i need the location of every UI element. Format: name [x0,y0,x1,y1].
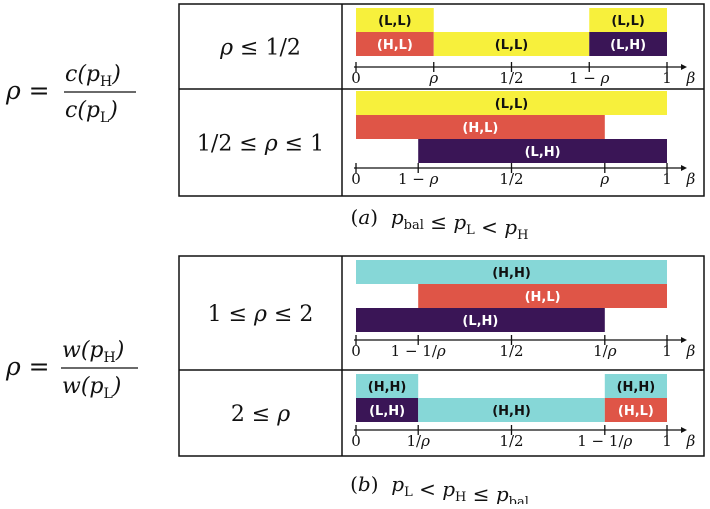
strategy-bar-label: (L,H) [525,145,561,160]
region-row: ρ ≤ 1/2 (L,L) (L,L) (H,L) (L,L) (L,H) 0 ρ 1/2 1 −… [219,8,696,87]
strategy-bar-label: (L,L) [611,14,644,29]
formula-b: ρ = w(pH) w(pL) [5,338,138,402]
tick-label: 1/2 [499,69,523,87]
strategy-bar-label: (H,H) [492,266,531,281]
strategy-bar-label: (H,L) [525,290,561,305]
strategy-bar [356,115,605,139]
strategy-bar [356,8,434,32]
strategy-bar-label: (L,L) [495,38,528,53]
strategy-bar [604,374,667,398]
condition-label: 2 ≤ ρ [231,402,290,427]
formula-a-num-sub: H [100,74,112,90]
axis-arrow-icon [681,64,687,70]
tick-label: 1 − 1/ρ [391,342,446,360]
strategy-bar [604,398,667,422]
strategy-bar [356,260,667,284]
formula-a-den-text: c(p [65,98,100,123]
strategy-bar-label: (L,H) [610,38,646,53]
condition-label: ρ ≤ 1/2 [219,36,301,61]
strategy-bar [589,32,667,56]
strategy-bar-label: (H,H) [492,404,531,419]
strategy-bar-label: (L,H) [462,314,498,329]
formula-a-den-close: ) [108,98,118,123]
formula-b-lhs: ρ = [5,352,50,381]
formula-b-numerator: w(pH) [62,338,124,366]
strategy-bar-label: (H,L) [618,404,654,419]
panels-layer: ρ ≤ 1/2 (L,L) (L,L) (H,L) (L,L) (L,H) 0 ρ 1/2 1 −… [178,3,705,509]
axis-arrow-icon [681,427,687,433]
tick-label: 0 [351,342,361,360]
panel-b: 1 ≤ ρ ≤ 2(H,H)(H,L)(L,H)0 1 − 1/ρ 1/2 1/ρ 1 β… [178,255,705,509]
formula-b-den-text: w(p [62,374,104,399]
panel-caption: (a) pbal ≤ pL < pH [351,205,529,243]
tick-label: 0 [351,170,361,188]
tick-label: 1 − ρ [569,69,610,87]
formula-a-lhs: ρ = [5,76,50,105]
strategy-bar [356,374,419,398]
table-frame [178,3,705,197]
tick-label: 1 [662,432,672,450]
axis-arrow-icon [681,337,687,343]
tick-label: ρ [428,69,438,87]
tick-label: 1 [662,342,672,360]
formula-a-den-sub: L [100,110,109,126]
strategy-bar-label: (L,H) [369,404,405,419]
formula-a-denominator: c(pL) [65,98,118,126]
formula-b-num-close: ) [115,338,125,363]
formula-b-num-sub: H [104,350,116,366]
formula-a-num-text: c(p [65,62,100,87]
strategy-bar [589,8,667,32]
strategy-bar-label: (H,L) [462,121,498,136]
tick-label: 1 [662,69,672,87]
tick-label: 0 [351,69,361,87]
strategy-bar-label: (H,H) [617,380,656,395]
axis-arrow-icon [681,165,687,171]
formula-a-numerator: c(pH) [65,62,121,90]
tick-label: 1/2 [499,342,523,360]
axis-label-beta: β [686,342,696,360]
formula-a: ρ = c(pH) c(pL) [5,62,136,126]
strategy-bar [433,32,590,56]
condition-label: 1 ≤ ρ ≤ 2 [208,302,314,327]
formula-b-den-close: ) [112,374,122,399]
strategy-bar [418,398,605,422]
strategy-bar [356,398,419,422]
tick-label: 0 [351,432,361,450]
strategy-bar [418,139,667,163]
panel-caption: (b) pL < pH ≤ pbal [350,472,529,504]
axis-label-beta: β [686,170,696,188]
region-row: 1 ≤ ρ ≤ 2 (H,H) (H,L) (L,H) 0 1 − 1/ρ 1/2 1/ρ 1 β [208,260,696,360]
axis-label-beta: β [686,69,696,87]
strategy-bar [356,32,434,56]
strategy-bar-label: (H,L) [377,38,413,53]
table-frame [178,255,705,457]
axis-label-beta: β [686,432,696,450]
tick-label: 1 − ρ [398,170,439,188]
strategy-bar-label: (L,L) [378,14,411,29]
formula-b-denominator: w(pL) [62,374,121,402]
tick-label: ρ [599,170,609,188]
formula-a-num-close: ) [111,62,121,87]
region-row: 1/2 ≤ ρ ≤ 1 (L,L) (H,L) (L,H) 0 1 − ρ 1/2 ρ 1 β [197,91,696,188]
formula-b-num-text: w(p [62,338,104,363]
tick-label: 1/2 [499,432,523,450]
strategy-bar [418,284,667,308]
tick-label: 1/ρ [406,432,430,450]
region-row: 2 ≤ ρ (H,H) (H,H) (L,H) (H,H) (H,L) 0 1/ρ 1/2 1 −… [231,374,696,450]
tick-label: 1 [662,170,672,188]
tick-label: 1 − 1/ρ [577,432,632,450]
tick-label: 1/ρ [593,342,617,360]
strategy-bar-label: (L,L) [495,97,528,112]
panel-a: ρ ≤ 1/2 (L,L) (L,L) (H,L) (L,L) (L,H) 0 ρ 1/2 1 −… [178,3,705,243]
condition-label: 1/2 ≤ ρ ≤ 1 [197,132,324,157]
strategy-bar [356,91,667,115]
strategy-bar [356,308,605,332]
strategy-bar-label: (H,H) [368,380,407,395]
tick-label: 1/2 [499,170,523,188]
formula-b-den-sub: L [104,386,113,402]
